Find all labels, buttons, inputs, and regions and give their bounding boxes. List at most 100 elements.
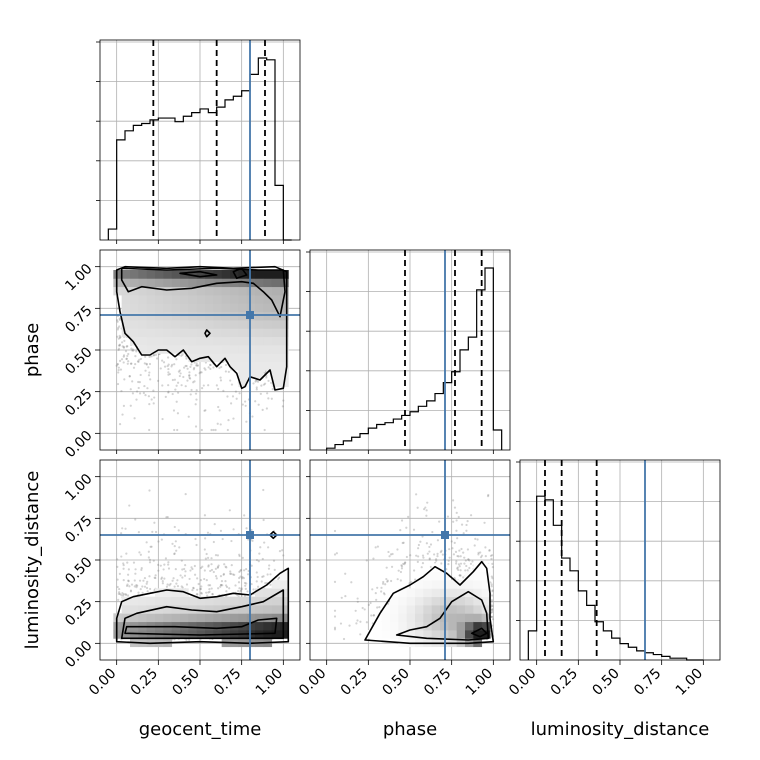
panel-phase-vs-luminosity-distance-sample-point bbox=[400, 564, 403, 567]
panel-geocent-time-vs-phase-density-cell bbox=[196, 320, 206, 329]
panel-phase-vs-luminosity-distance-density-cell bbox=[465, 605, 474, 614]
panel-geocent-time-vs-phase-density-cell bbox=[155, 311, 164, 321]
panel-geocent-time-vs-luminosity-distance-sample-point bbox=[140, 567, 143, 570]
panel-geocent-time-vs-luminosity-distance-sample-point bbox=[225, 566, 228, 569]
panel-phase-vs-luminosity-distance-density-cell bbox=[415, 605, 424, 614]
panel-geocent-time-vs-phase-sample-point bbox=[117, 344, 121, 347]
panel-geocent-time-vs-luminosity-distance-sample-point bbox=[205, 579, 208, 582]
panel-phase-vs-luminosity-distance-sample-point bbox=[417, 547, 420, 550]
panel-geocent-time-vs-phase-density-cell bbox=[171, 270, 181, 279]
panel-geocent-time-vs-luminosity-distance-density-cell bbox=[113, 621, 123, 631]
panel-geocent-time-vs-phase-sample-point bbox=[152, 389, 155, 392]
panel-geocent-time-vs-luminosity-distance-density-cell bbox=[271, 588, 281, 598]
panel-phase-vs-luminosity-distance-density-cell bbox=[406, 613, 416, 623]
panel-geocent-time-vs-phase-sample-point bbox=[126, 362, 129, 365]
panel-geocent-time-vs-luminosity-distance-sample-point bbox=[278, 550, 282, 553]
panel-geocent-time-vs-phase-density-cell bbox=[196, 328, 206, 338]
panel-geocent-time-vs-phase-sample-point bbox=[149, 378, 152, 381]
panel-geocent-time-vs-luminosity-distance-sample-point bbox=[150, 545, 153, 548]
panel-geocent-time-vs-phase-sample-point bbox=[144, 394, 147, 397]
panel-geocent-time-vs-luminosity-distance-sample-point bbox=[153, 521, 156, 524]
panel-geocent-time-vs-phase-sample-point bbox=[157, 379, 160, 383]
panel-geocent-time-vs-luminosity-distance-sample-point bbox=[116, 578, 119, 581]
panel-phase-vs-luminosity-distance-sample-point bbox=[464, 559, 467, 562]
panel-phase-vs-luminosity-distance-sample-point bbox=[400, 519, 404, 522]
panel-geocent-time-vs-phase-sample-point bbox=[235, 397, 238, 400]
panel-phase-vs-luminosity-distance-sample-point bbox=[469, 562, 473, 565]
panel-geocent-time-vs-luminosity-distance-sample-point bbox=[268, 564, 271, 567]
panel-geocent-time-vs-phase-density-cell bbox=[213, 303, 223, 313]
panel-geocent-time-vs-phase-sample-point bbox=[271, 388, 274, 391]
panel-geocent-time-vs-luminosity-distance-density-cell bbox=[271, 605, 281, 614]
panel-geocent-time-vs-luminosity-distance-sample-point bbox=[200, 585, 203, 588]
panel-geocent-time-vs-phase-density-cell bbox=[188, 353, 198, 363]
panel-phase-vs-luminosity-distance-density-cell bbox=[415, 613, 424, 623]
panel-geocent-time-vs-luminosity-distance-density-cell bbox=[213, 621, 223, 631]
panel-geocent-time-vs-phase-density-cell bbox=[130, 320, 139, 329]
panel-phase-vs-luminosity-distance-sample-point bbox=[454, 550, 458, 553]
x-tick-label-phase: 0.75 bbox=[421, 666, 454, 699]
panel-geocent-time-vs-luminosity-distance-sample-point bbox=[157, 540, 160, 543]
panel-geocent-time-vs-phase-sample-point bbox=[188, 376, 191, 379]
panel-phase-vs-luminosity-distance-sample-point bbox=[355, 622, 358, 625]
panel-geocent-time-vs-phase-density-cell bbox=[155, 278, 164, 288]
panel-phase-vs-luminosity-distance-sample-point bbox=[367, 603, 370, 607]
panel-geocent-time-vs-luminosity-distance-sample-point bbox=[173, 552, 176, 555]
panel-geocent-time-vs-phase-density-cell bbox=[238, 311, 248, 321]
panel-phase-vs-luminosity-distance-density-cell bbox=[481, 613, 491, 623]
panel-geocent-time-vs-luminosity-distance-sample-point bbox=[211, 592, 214, 596]
panel-geocent-time-vs-phase-density-cell bbox=[246, 370, 256, 379]
panel-phase-vs-luminosity-distance-sample-point bbox=[462, 551, 465, 554]
panel-geocent-time-vs-luminosity-distance-sample-point bbox=[203, 548, 206, 551]
panel-geocent-time-vs-phase-sample-point bbox=[172, 409, 176, 412]
panel-geocent-time-vs-phase-sample-point bbox=[203, 367, 206, 370]
x-tick-label-luminosity-distance: 1.00 bbox=[673, 666, 706, 699]
panel-geocent-time-vs-luminosity-distance-sample-point bbox=[225, 590, 228, 593]
panel-geocent-time-vs-phase-sample-point bbox=[192, 368, 195, 371]
panel-geocent-time-vs-luminosity-distance-sample-point bbox=[262, 488, 265, 492]
panel-geocent-time-vs-luminosity-distance-density-cell bbox=[180, 613, 189, 623]
panel-geocent-time-vs-phase-density-cell bbox=[138, 345, 148, 354]
panel-geocent-time-vs-luminosity-distance-sample-point bbox=[159, 564, 162, 567]
panel-geocent-time-vs-phase-sample-point bbox=[126, 345, 129, 348]
panel-geocent-time-vs-luminosity-distance-sample-point bbox=[256, 575, 259, 579]
panel-geocent-time-vs-luminosity-distance-sample-point bbox=[127, 568, 130, 571]
panel-geocent-time-vs-luminosity-distance-sample-point bbox=[264, 581, 267, 585]
panel-geocent-time-vs-phase-sample-point bbox=[180, 384, 183, 387]
panel-phase-vs-luminosity-distance-sample-point bbox=[342, 637, 346, 641]
panel-geocent-time-vs-luminosity-distance-sample-point bbox=[221, 537, 224, 541]
panel-geocent-time-vs-luminosity-distance-density-cell bbox=[263, 613, 273, 623]
panel-phase-vs-luminosity-distance-density-cell bbox=[473, 580, 483, 589]
panel-phase-vs-luminosity-distance-sample-point bbox=[417, 543, 420, 547]
panel-geocent-time-vs-phase-contour-1 bbox=[120, 267, 286, 318]
panel-geocent-time-vs-phase-sample-point bbox=[127, 360, 130, 363]
panel-geocent-time-vs-phase-sample-point bbox=[174, 388, 177, 391]
panel-geocent-time-vs-phase-sample-point bbox=[116, 335, 119, 338]
panel-geocent-time-vs-phase-density-cell bbox=[246, 353, 256, 363]
panel-geocent-time-vs-phase-truth-marker bbox=[246, 311, 254, 319]
panel-geocent-time-vs-luminosity-distance-sample-point bbox=[269, 573, 272, 576]
panel-geocent-time-vs-phase-density-cell bbox=[238, 270, 248, 279]
panel-geocent-time-vs-luminosity-distance-sample-point bbox=[135, 584, 138, 587]
panel-geocent-time-vs-phase-sample-point bbox=[147, 366, 150, 369]
panel-phase-vs-luminosity-distance-density-cell bbox=[473, 613, 483, 623]
panel-geocent-time-vs-phase-sample-point bbox=[145, 362, 148, 365]
panel-geocent-time-vs-luminosity-distance-sample-point bbox=[146, 580, 149, 583]
panel-geocent-time-vs-luminosity-distance-sample-point bbox=[118, 591, 121, 594]
panel-geocent-time-vs-phase-density-cell bbox=[155, 328, 164, 338]
panel-geocent-time-vs-phase-density-cell bbox=[163, 336, 173, 346]
panel-phase-vs-luminosity-distance-density-cell bbox=[423, 571, 433, 581]
panel-geocent-time-vs-phase-sample-point bbox=[270, 397, 273, 400]
panel-phase-vs-luminosity-distance-sample-point bbox=[333, 529, 337, 533]
panel-geocent-time-vs-luminosity-distance-density-cell bbox=[213, 605, 223, 614]
panel-phase-vs-luminosity-distance-sample-point bbox=[467, 558, 470, 561]
panel-geocent-time-vs-luminosity-distance-sample-point bbox=[238, 576, 241, 580]
panel-phase-vs-luminosity-distance-density-cell bbox=[415, 630, 424, 639]
panel-geocent-time-vs-luminosity-distance-sample-point bbox=[183, 567, 186, 571]
panel-geocent-time-vs-phase-density-cell bbox=[221, 336, 231, 346]
panel-phase-vs-luminosity-distance-sample-point bbox=[344, 572, 347, 575]
panel-geocent-time-vs-phase-sample-point bbox=[187, 415, 190, 418]
panel-geocent-time-vs-luminosity-distance-density-cell bbox=[280, 613, 289, 623]
panel-phase-vs-luminosity-distance-sample-point bbox=[448, 548, 451, 551]
panel-geocent-time-vs-phase-sample-point bbox=[177, 370, 181, 373]
